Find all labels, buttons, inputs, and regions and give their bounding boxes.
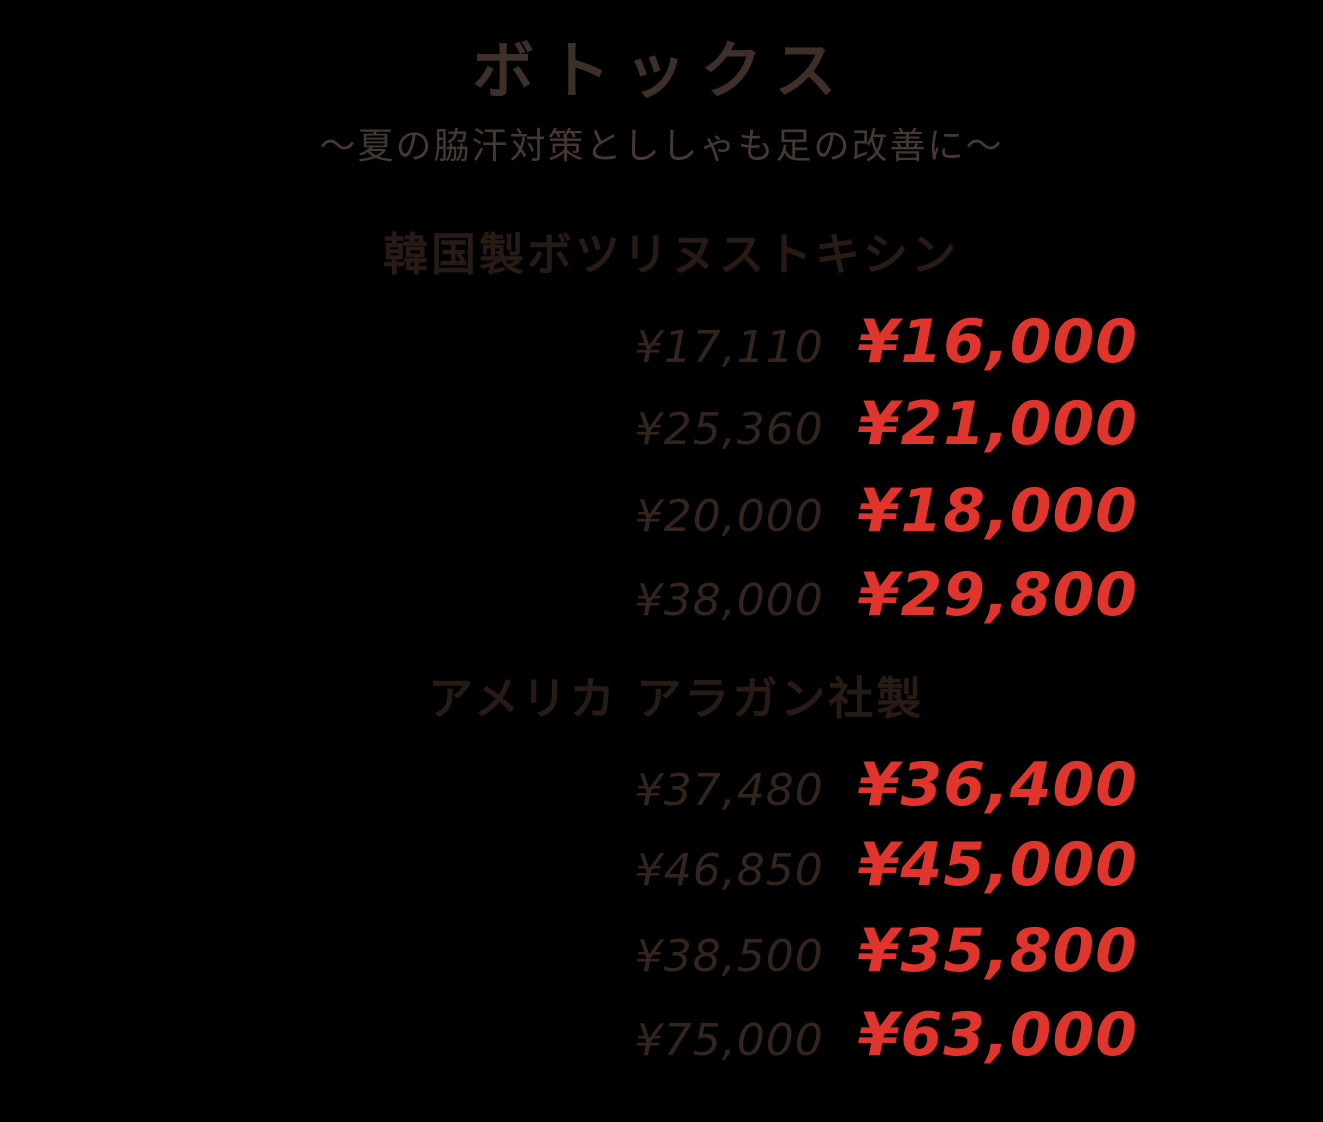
old-price: ¥37,480	[634, 765, 824, 816]
old-price: ¥38,500	[634, 931, 824, 982]
old-price: ¥46,850	[634, 845, 824, 896]
price-row: ¥37,480 ¥36,400	[478, 750, 1138, 820]
old-price: ¥20,000	[634, 491, 824, 542]
old-price: ¥75,000	[634, 1015, 824, 1066]
sale-price: ¥21,000	[857, 389, 1138, 459]
page-subtitle: ～夏の脇汗対策とししゃも足の改善に～	[319, 126, 1004, 167]
old-price: ¥38,000	[634, 575, 824, 626]
sale-price: ¥29,800	[857, 560, 1138, 630]
page-title: ボトックス	[472, 34, 851, 107]
old-price: ¥25,360	[634, 404, 824, 455]
price-row: ¥75,000 ¥63,000	[478, 1000, 1138, 1070]
sale-price: ¥63,000	[857, 1000, 1138, 1070]
sale-price: ¥45,000	[857, 830, 1138, 900]
old-price: ¥17,110	[634, 322, 824, 373]
section-heading-allergan: アメリカ アラガン社製	[428, 672, 925, 725]
price-row: ¥17,110 ¥16,000	[478, 307, 1138, 377]
price-row: ¥25,360 ¥21,000	[478, 389, 1138, 459]
sale-price: ¥36,400	[857, 750, 1138, 820]
price-row: ¥20,000 ¥18,000	[478, 476, 1138, 546]
price-row: ¥38,500 ¥35,800	[478, 916, 1138, 986]
section-heading-korean-toxin: 韓国製ボツリヌストキシン	[383, 228, 960, 281]
sale-price: ¥16,000	[857, 307, 1138, 377]
sale-price: ¥35,800	[857, 916, 1138, 986]
price-row: ¥38,000 ¥29,800	[478, 560, 1138, 630]
price-row: ¥46,850 ¥45,000	[478, 830, 1138, 900]
sale-price: ¥18,000	[857, 476, 1138, 546]
